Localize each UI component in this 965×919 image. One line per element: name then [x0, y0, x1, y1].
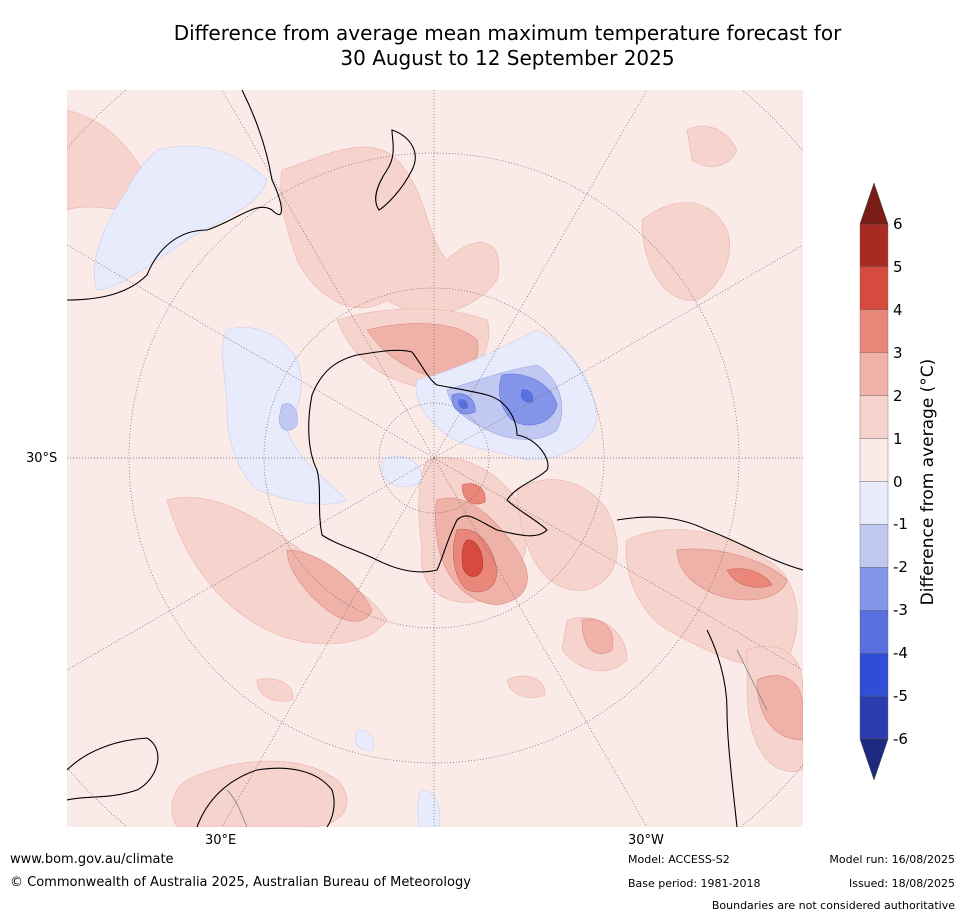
colorbar-tick-label: 4: [893, 300, 903, 319]
colorbar-bin: [859, 309, 889, 353]
colorbar-tick-label: 1: [893, 429, 903, 448]
colorbar-bin: [859, 652, 889, 697]
country-borders: [226, 649, 768, 827]
colorbar-bin: [859, 223, 889, 268]
colorbar-tick-label: 3: [893, 343, 903, 362]
colorbar-bin: [859, 395, 889, 439]
colorbar-bin: [859, 438, 889, 482]
title-line-2: 30 August to 12 September 2025: [340, 46, 675, 70]
colorbar-tick-label: -2: [893, 558, 908, 577]
graticule: [67, 90, 803, 827]
colorbar-bin: [859, 266, 889, 311]
south-america-coast: [616, 516, 803, 571]
colorbar-bin: [859, 567, 889, 611]
colorbar-under-arrow: [859, 738, 889, 781]
footer-base-period: Base period: 1981-2018: [628, 877, 761, 890]
colorbar-bin: [859, 610, 889, 654]
footer-copyright: © Commonwealth of Australia 2025, Austra…: [10, 875, 471, 890]
colorbar-tick-label: 0: [893, 472, 903, 491]
footer-model: Model: ACCESS-S2: [628, 853, 730, 866]
anomaly-plus-4-5-region: [461, 539, 483, 577]
latitude-label-30s: 30°S: [26, 451, 58, 466]
southern-africa-coast: [196, 767, 335, 827]
colorbar-label: Difference from average (°C): [918, 358, 938, 606]
footer-website[interactable]: www.bom.gov.au/climate: [10, 852, 174, 867]
south-america-west-coast: [706, 629, 738, 827]
colorbar-tick-label: -4: [893, 644, 908, 663]
colorbar-over-arrow: [859, 182, 889, 225]
africa-coast: [67, 737, 159, 801]
colorbar-bin: [859, 352, 889, 396]
title-line-1: Difference from average mean maximum tem…: [173, 21, 842, 45]
colorbar-tick-label: 5: [893, 257, 903, 276]
anomaly-minus-3-4-region: [458, 389, 533, 409]
colorbar-bin: [859, 524, 889, 568]
colorbar-tick-label: 6: [893, 215, 903, 233]
new-zealand-coast: [375, 129, 416, 211]
coastlines: [67, 90, 803, 827]
longitude-label-30w: 30°W: [628, 833, 664, 848]
antarctica-coast: [308, 349, 549, 573]
polar-map: [67, 90, 803, 827]
longitude-label-30e: 30°E: [205, 833, 237, 848]
colorbar-tick-label: -6: [893, 730, 908, 748]
footer-model-run: Model run: 16/08/2025: [829, 853, 955, 866]
map-title: Difference from average mean maximum tem…: [60, 21, 955, 71]
footer-disclaimer: Boundaries are not considered authoritat…: [711, 899, 955, 912]
colorbar-tick-label: 2: [893, 386, 903, 405]
colorbar-tick-label: -1: [893, 515, 908, 534]
colorbar-tick-label: -3: [893, 601, 908, 620]
australia-coast: [67, 90, 283, 301]
footer-issued: Issued: 18/08/2025: [848, 877, 955, 890]
colorbar-bin: [859, 481, 889, 525]
colorbar-bin: [859, 695, 889, 740]
colorbar-tick-label: -5: [893, 687, 908, 706]
